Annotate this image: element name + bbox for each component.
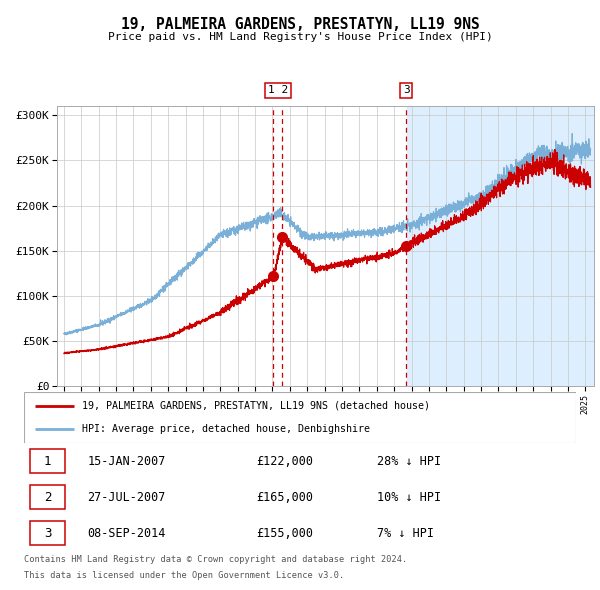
Text: 10% ↓ HPI: 10% ↓ HPI — [377, 490, 442, 504]
Text: 2: 2 — [44, 490, 52, 504]
Text: 28% ↓ HPI: 28% ↓ HPI — [377, 454, 442, 467]
Text: Price paid vs. HM Land Registry's House Price Index (HPI): Price paid vs. HM Land Registry's House … — [107, 32, 493, 42]
FancyBboxPatch shape — [24, 392, 576, 442]
Text: 27-JUL-2007: 27-JUL-2007 — [88, 490, 166, 504]
Text: Contains HM Land Registry data © Crown copyright and database right 2024.: Contains HM Land Registry data © Crown c… — [24, 555, 407, 563]
FancyBboxPatch shape — [29, 449, 65, 473]
Text: 3: 3 — [44, 527, 52, 540]
Text: £155,000: £155,000 — [256, 527, 313, 540]
Text: 3: 3 — [403, 86, 410, 96]
Text: 08-SEP-2014: 08-SEP-2014 — [88, 527, 166, 540]
Text: 1: 1 — [44, 454, 52, 467]
Text: HPI: Average price, detached house, Denbighshire: HPI: Average price, detached house, Denb… — [82, 424, 370, 434]
Text: 19, PALMEIRA GARDENS, PRESTATYN, LL19 9NS (detached house): 19, PALMEIRA GARDENS, PRESTATYN, LL19 9N… — [82, 401, 430, 411]
Text: 7% ↓ HPI: 7% ↓ HPI — [377, 527, 434, 540]
Bar — [407, 106, 596, 386]
Text: £165,000: £165,000 — [256, 490, 313, 504]
FancyBboxPatch shape — [29, 485, 65, 509]
Text: 1 2: 1 2 — [268, 86, 288, 96]
Text: This data is licensed under the Open Government Licence v3.0.: This data is licensed under the Open Gov… — [24, 571, 344, 580]
Text: 19, PALMEIRA GARDENS, PRESTATYN, LL19 9NS: 19, PALMEIRA GARDENS, PRESTATYN, LL19 9N… — [121, 17, 479, 31]
Text: 15-JAN-2007: 15-JAN-2007 — [88, 454, 166, 467]
FancyBboxPatch shape — [29, 521, 65, 545]
Text: £122,000: £122,000 — [256, 454, 313, 467]
